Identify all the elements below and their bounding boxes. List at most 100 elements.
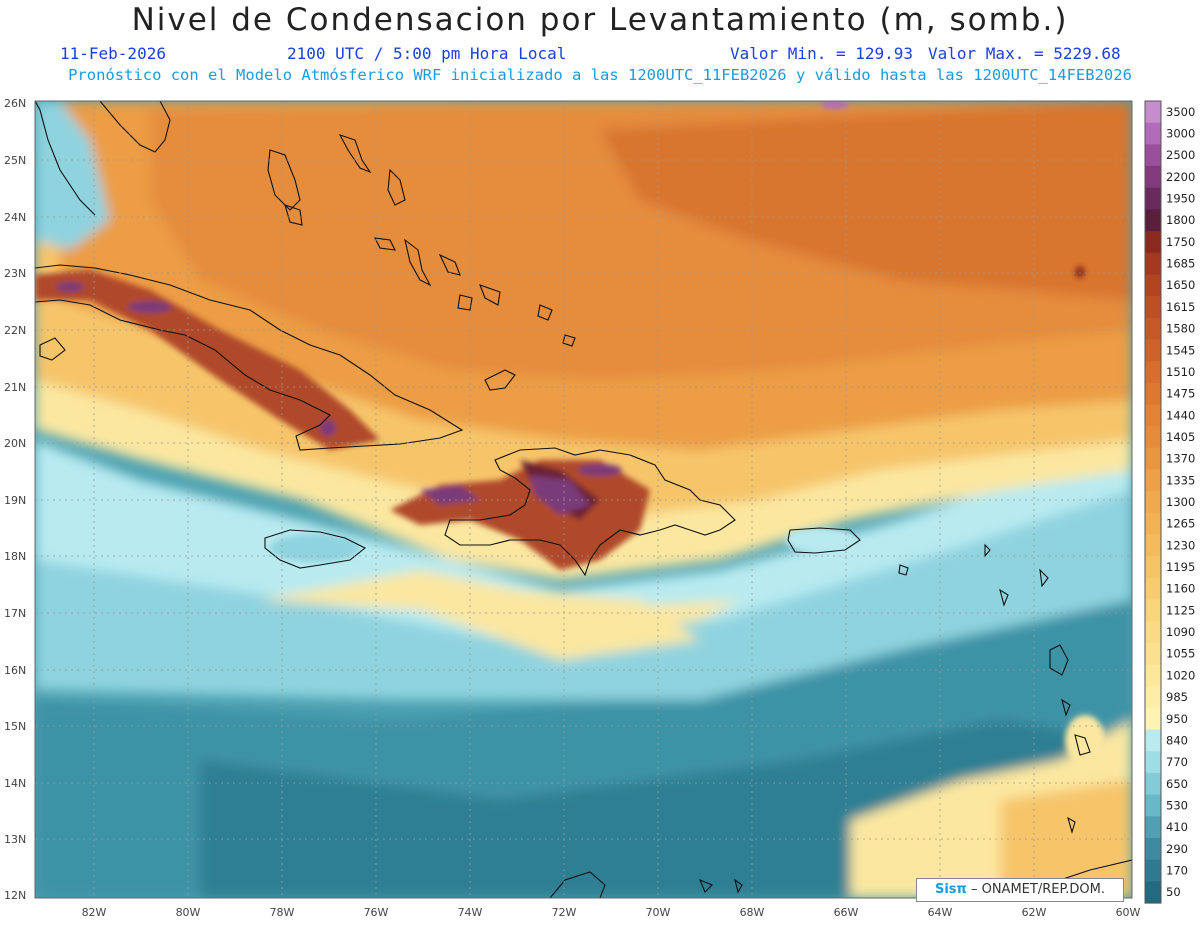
coastlines xyxy=(35,101,1132,898)
colorbar: 3500 3000 2500 2200 1950 1800 1750 1685 1650 1615… xyxy=(1144,100,1195,904)
colorbar-label: 2200 xyxy=(1166,170,1195,184)
colorbar-label: 985 xyxy=(1166,690,1188,704)
colorbar-swatch xyxy=(1145,751,1161,774)
colorbar-label: 530 xyxy=(1166,798,1188,812)
colorbar-swatch xyxy=(1145,512,1161,536)
colorbar-label: 1300 xyxy=(1166,495,1195,509)
colorbar-swatch xyxy=(1145,231,1161,254)
colorbar-label: 950 xyxy=(1166,712,1188,726)
colorbar-label: 1545 xyxy=(1166,343,1195,357)
colorbar-label: 1125 xyxy=(1166,603,1195,617)
colorbar-label: 1160 xyxy=(1166,582,1195,596)
map-title: Nivel de Condensacion por Levantamiento … xyxy=(131,2,1069,38)
colorbar-frame xyxy=(1144,100,1162,904)
lat-label: 24N xyxy=(4,211,26,224)
colorbar-label: 1650 xyxy=(1166,278,1195,292)
colorbar-label: 170 xyxy=(1166,863,1188,877)
colorbar-swatch xyxy=(1145,881,1161,904)
forecast-time: 2100 UTC / 5:00 pm Hora Local xyxy=(287,44,567,63)
colorbar-swatch xyxy=(1145,209,1161,232)
colorbar-swatch xyxy=(1145,556,1161,579)
lon-label: 82W xyxy=(82,906,107,919)
longitude-labels: 82W 80W 78W 76W 74W 72W 70W 68W 66W 64W … xyxy=(82,906,1141,919)
colorbar-label: 1020 xyxy=(1166,668,1195,682)
lat-label: 16N xyxy=(4,664,26,677)
lon-label: 76W xyxy=(364,906,389,919)
colorbar-swatch xyxy=(1145,491,1161,514)
lon-label: 66W xyxy=(834,906,859,919)
colorbar-label: 1750 xyxy=(1166,235,1195,249)
lat-label: 22N xyxy=(4,324,26,337)
colorbar-label: 1265 xyxy=(1166,517,1195,531)
colorbar-swatch xyxy=(1145,404,1161,427)
colorbar-label: 840 xyxy=(1166,733,1188,747)
colorbar-swatch xyxy=(1145,274,1161,297)
colorbar-swatch xyxy=(1145,144,1161,167)
colorbar-swatch xyxy=(1145,859,1161,882)
lat-label: 13N xyxy=(4,833,26,846)
colorbar-swatch xyxy=(1145,382,1161,406)
lat-label: 17N xyxy=(4,607,26,620)
lon-label: 68W xyxy=(740,906,765,919)
colorbar-label: 1195 xyxy=(1166,560,1195,574)
lat-label: 18N xyxy=(4,550,26,563)
colorbar-label: 1475 xyxy=(1166,387,1195,401)
colorbar-label: 650 xyxy=(1166,777,1188,791)
colorbar-swatch xyxy=(1145,447,1161,471)
lat-label: 15N xyxy=(4,720,26,733)
lat-label: 23N xyxy=(4,267,26,280)
credit-text: – ONAMET/REP.DOM. xyxy=(970,882,1105,897)
lat-label: 21N xyxy=(4,381,26,394)
lon-label: 64W xyxy=(928,906,953,919)
colorbar-swatch xyxy=(1145,361,1161,384)
forecast-note: Pronóstico con el Modelo Atmósferico WRF… xyxy=(68,66,1132,84)
colorbar-label: 1335 xyxy=(1166,473,1195,487)
colorbar-label: 1800 xyxy=(1166,213,1195,227)
colorbar-label: 1950 xyxy=(1166,192,1195,206)
colorbar-label: 1230 xyxy=(1166,538,1195,552)
colorbar-swatch xyxy=(1145,772,1161,796)
colorbar-swatch xyxy=(1145,599,1161,622)
colorbar-swatch xyxy=(1145,686,1161,709)
colorbar-label: 1090 xyxy=(1166,625,1195,639)
lon-label: 60W xyxy=(1116,906,1141,919)
colorbar-swatch xyxy=(1145,621,1161,644)
max-value: Valor Max. = 5229.68 xyxy=(928,44,1121,63)
lon-label: 80W xyxy=(176,906,201,919)
lon-label: 78W xyxy=(270,906,295,919)
colorbar-swatch xyxy=(1145,339,1161,362)
credit-box: Sisπ – ONAMET/REP.DOM. xyxy=(916,878,1124,902)
colorbar-label: 3500 xyxy=(1166,105,1195,119)
colorbar-label: 410 xyxy=(1166,820,1188,834)
lon-label: 70W xyxy=(646,906,671,919)
lon-label: 72W xyxy=(552,906,577,919)
colorbar-label: 1440 xyxy=(1166,408,1195,422)
colorbar-swatch xyxy=(1145,664,1161,687)
map-frame xyxy=(34,100,1133,899)
colorbar-swatch xyxy=(1145,296,1161,319)
lat-label: 12N xyxy=(4,889,26,902)
lat-label: 20N xyxy=(4,437,26,450)
colorbar-label: 1510 xyxy=(1166,365,1195,379)
colorbar-swatch xyxy=(1145,101,1161,124)
colorbar-swatch xyxy=(1145,729,1161,752)
colorbar-label: 1055 xyxy=(1166,647,1195,661)
colorbar-swatch xyxy=(1145,317,1161,341)
min-value: Valor Min. = 129.93 xyxy=(730,44,914,63)
graticule xyxy=(35,101,1132,898)
colorbar-label: 1615 xyxy=(1166,300,1195,314)
colorbar-label: 2500 xyxy=(1166,148,1195,162)
colorbar-label: 1370 xyxy=(1166,452,1195,466)
colorbar-label: 50 xyxy=(1166,885,1181,899)
colorbar-label: 290 xyxy=(1166,842,1188,856)
colorbar-label: 770 xyxy=(1166,755,1188,769)
lat-label: 19N xyxy=(4,494,26,507)
lcl-shading xyxy=(35,101,1132,898)
colorbar-label: 1580 xyxy=(1166,322,1195,336)
colorbar-label: 1685 xyxy=(1166,257,1195,271)
lon-label: 62W xyxy=(1022,906,1047,919)
credit-brand: Sisπ xyxy=(934,882,967,897)
colorbar-swatch xyxy=(1145,837,1161,861)
colorbar-swatch xyxy=(1145,122,1161,145)
